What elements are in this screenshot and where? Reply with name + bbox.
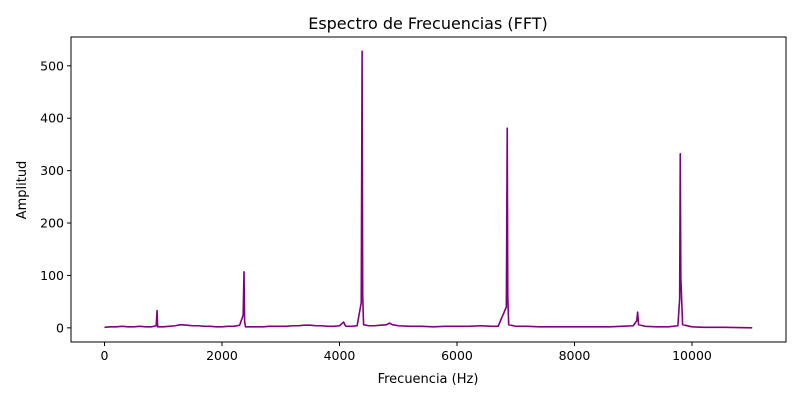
y-tick-label: 500	[40, 58, 64, 73]
x-tick-label: 8000	[559, 348, 591, 363]
x-axis-label: Frecuencia (Hz)	[378, 372, 479, 387]
spectrum-line	[104, 50, 753, 329]
y-tick-label: 200	[40, 216, 64, 231]
chart-title: Espectro de Frecuencias (FFT)	[308, 14, 548, 33]
plot-frame	[70, 36, 787, 343]
plot-area	[104, 50, 753, 329]
x-tick-label: 0	[101, 348, 109, 363]
y-axis-label: Amplitud	[15, 161, 30, 220]
y-tick-label: 300	[40, 163, 64, 178]
x-tick-label: 6000	[441, 348, 473, 363]
y-axis: 0 100 200 300 400 500	[40, 58, 71, 335]
x-tick-label: 4000	[324, 348, 356, 363]
y-tick-label: 0	[56, 320, 64, 335]
x-tick-label: 10000	[672, 348, 712, 363]
x-tick-label: 2000	[206, 348, 238, 363]
y-tick-label: 400	[40, 111, 64, 126]
x-axis: 0 2000 4000 6000 8000 10000	[101, 342, 712, 363]
y-tick-label: 100	[40, 268, 64, 283]
